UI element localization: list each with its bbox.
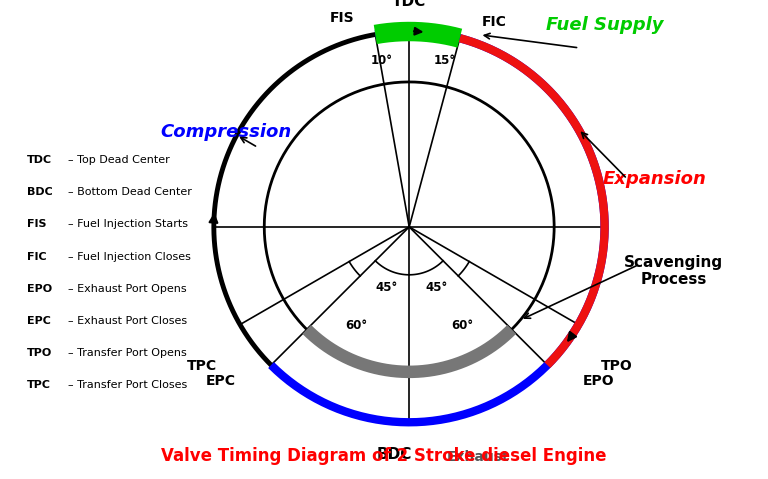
Text: Compression: Compression xyxy=(161,124,292,141)
Text: – Transfer Port Opens: – Transfer Port Opens xyxy=(68,348,187,358)
Text: Exhaust: Exhaust xyxy=(447,450,510,464)
Text: EPO: EPO xyxy=(582,374,614,388)
Text: – Fuel Injection Starts: – Fuel Injection Starts xyxy=(68,219,187,229)
Text: Valve Timing Diagram of 2 Stroke diesel Engine: Valve Timing Diagram of 2 Stroke diesel … xyxy=(161,447,607,465)
Text: 60°: 60° xyxy=(451,319,473,332)
Text: Fuel Supply: Fuel Supply xyxy=(546,16,664,34)
Text: – Top Dead Center: – Top Dead Center xyxy=(68,155,170,165)
Text: 60°: 60° xyxy=(345,319,367,332)
Text: TPC: TPC xyxy=(187,359,217,373)
Text: 45°: 45° xyxy=(425,281,448,294)
Text: 45°: 45° xyxy=(376,281,398,294)
Text: – Bottom Dead Center: – Bottom Dead Center xyxy=(68,187,191,197)
Text: EPC: EPC xyxy=(206,374,237,388)
Text: TPC: TPC xyxy=(28,380,51,390)
Text: BDC: BDC xyxy=(376,447,412,463)
Text: TDC: TDC xyxy=(392,0,426,9)
Text: 15°: 15° xyxy=(433,54,455,67)
Text: FIS: FIS xyxy=(28,219,47,229)
Text: – Exhaust Port Opens: – Exhaust Port Opens xyxy=(68,284,186,294)
Text: TPO: TPO xyxy=(28,348,52,358)
Text: EPO: EPO xyxy=(28,284,52,294)
Text: FIC: FIC xyxy=(28,251,47,262)
Text: BDC: BDC xyxy=(28,187,53,197)
Text: – Exhaust Port Closes: – Exhaust Port Closes xyxy=(68,316,187,326)
Text: TPO: TPO xyxy=(601,359,633,373)
Text: Expansion: Expansion xyxy=(603,170,707,188)
Text: – Fuel Injection Closes: – Fuel Injection Closes xyxy=(68,251,190,262)
Text: Scavenging
Process: Scavenging Process xyxy=(624,255,723,287)
Text: – Transfer Port Closes: – Transfer Port Closes xyxy=(68,380,187,390)
Text: EPC: EPC xyxy=(28,316,51,326)
Text: FIC: FIC xyxy=(482,15,506,29)
Text: FIS: FIS xyxy=(330,11,355,25)
Text: TDC: TDC xyxy=(28,155,52,165)
Text: 10°: 10° xyxy=(370,54,392,67)
